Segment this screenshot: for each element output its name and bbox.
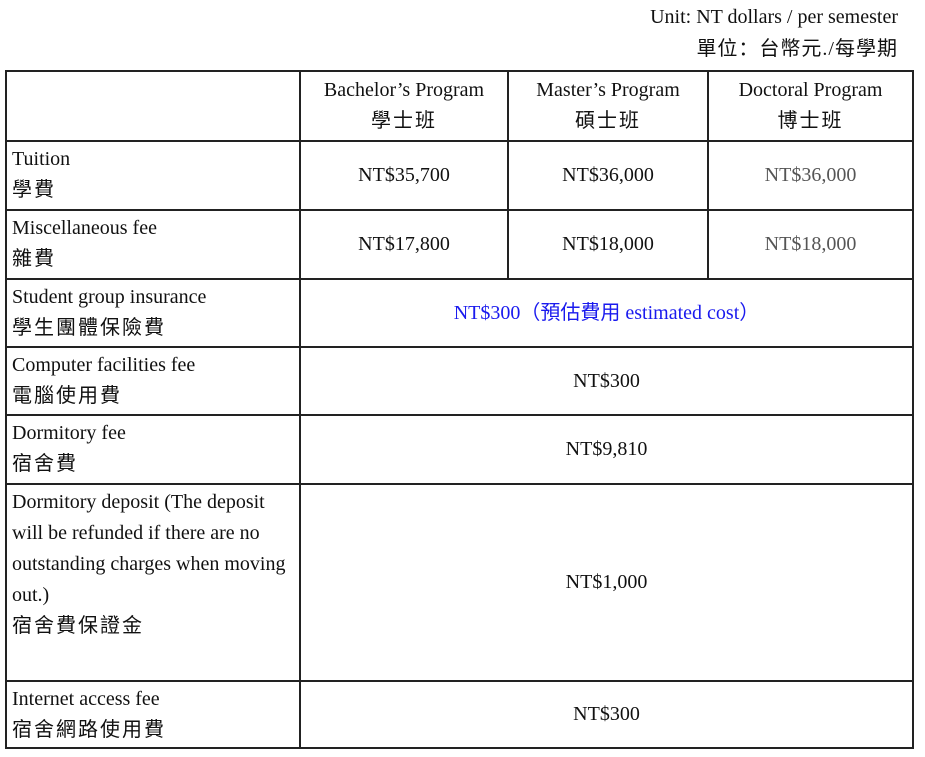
table-row: Computer facilities fee 電腦使用費 NT$300 [5,346,914,416]
header-en: Master’s Program [536,79,680,101]
value-all-programs: NT$300（預估費用 estimated cost） [299,278,914,348]
header-zh: 博士班 [777,110,844,132]
label-en: Miscellaneous fee [12,217,157,239]
label-zh: 宿舍網路使用費 [12,719,166,741]
label-zh: 學費 [12,179,56,201]
label-zh: 宿舍費 [12,453,78,475]
table-row: Dormitory deposit (The deposit will be r… [5,483,914,682]
value-bachelor: NT$17,800 [299,209,509,280]
empty-header-cell [5,70,301,142]
row-label: Tuition 學費 [5,140,301,211]
row-label: Student group insurance 學生團體保險費 [5,278,301,348]
label-zh: 宿舍費保證金 [12,615,144,637]
label-en: Tuition [12,148,71,170]
value-all-programs: NT$1,000 [299,483,914,682]
value-doctoral: NT$36,000 [707,140,914,211]
table-row: Internet access fee 宿舍網路使用費 NT$300 [5,680,914,749]
header-zh: 碩士班 [575,110,641,132]
table-row: Miscellaneous fee 雜費 NT$17,800 NT$18,000 … [5,209,914,280]
value-all-programs: NT$300 [299,346,914,416]
row-label: Computer facilities fee 電腦使用費 [5,346,301,416]
unit-note-en: Unit: NT dollars / per semester [650,6,898,28]
label-en: Dormitory deposit (The deposit will be r… [12,491,286,606]
header-en: Doctoral Program [738,79,883,101]
value-master: NT$18,000 [507,209,709,280]
value-doctoral: NT$18,000 [707,209,914,280]
row-label: Internet access fee 宿舍網路使用費 [5,680,301,749]
label-zh: 雜費 [12,248,56,270]
label-en: Computer facilities fee [12,354,196,376]
label-en: Dormitory fee [12,422,126,444]
value-master: NT$36,000 [507,140,709,211]
table-row: Tuition 學費 NT$35,700 NT$36,000 NT$36,000 [5,140,914,211]
unit-note-zh: 單位：台幣元./每學期 [696,38,898,60]
value-bachelor: NT$35,700 [299,140,509,211]
header-en: Bachelor’s Program [323,79,485,101]
value-all-programs: NT$9,810 [299,414,914,485]
table-row: Student group insurance 學生團體保險費 NT$300（預估… [5,278,914,348]
header-zh: 學士班 [371,110,437,132]
label-zh: 學生團體保險費 [12,317,166,339]
header-master: Master’s Program 碩士班 [507,70,709,142]
table-row: Dormitory fee 宿舍費 NT$9,810 [5,414,914,485]
row-label: Dormitory deposit (The deposit will be r… [5,483,301,682]
row-label: Dormitory fee 宿舍費 [5,414,301,485]
header-doctoral: Doctoral Program 博士班 [707,70,914,142]
row-label: Miscellaneous fee 雜費 [5,209,301,280]
label-en: Internet access fee [12,688,160,710]
label-zh: 電腦使用費 [12,385,122,407]
value-all-programs: NT$300 [299,680,914,749]
header-bachelor: Bachelor’s Program 學士班 [299,70,509,142]
label-en: Student group insurance [12,286,207,308]
header-row: Bachelor’s Program 學士班 Master’s Program 碩士… [5,70,914,142]
fee-table: Bachelor’s Program 學士班 Master’s Program 碩士… [5,70,914,749]
